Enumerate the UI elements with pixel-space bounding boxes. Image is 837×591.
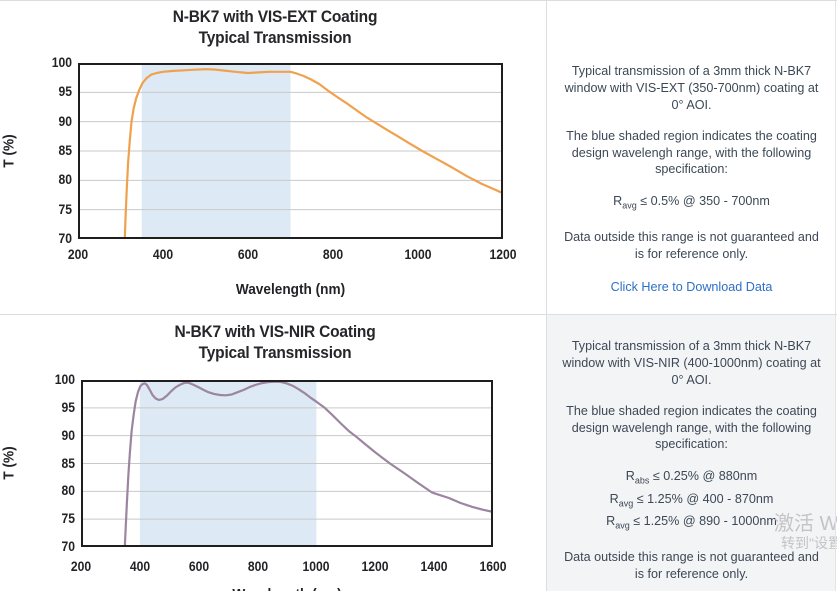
transmission-plot-vis-ext [78,63,503,239]
download-data-link[interactable]: Click Here to Download Data [610,279,773,294]
transmission-curve [123,380,493,547]
disclaimer-text: Data outside this range is not guarantee… [564,549,819,581]
y-tick-label: 70 [58,231,72,246]
y-tick-label: 80 [61,483,75,499]
x-tick-label: 400 [129,559,150,574]
y-tick-label: 90 [61,427,75,443]
x-tick-label: 1200 [489,247,517,262]
x-tick-label: 1600 [479,559,507,574]
x-tick-label: 1000 [302,559,330,574]
spec-line: Ravg ≤ 1.25% @ 400 - 870nm [609,491,774,509]
x-tick-label: 1400 [420,559,448,574]
y-tick-label: 75 [61,511,75,527]
chart-title-line2: Typical Transmission [198,29,352,47]
y-tick-label: 95 [58,84,72,100]
y-tick-label: 100 [51,55,72,70]
x-tick-label: 800 [322,247,344,262]
x-tick-label: 800 [247,559,268,574]
disclaimer-text: Data outside this range is not guarantee… [564,229,819,261]
x-tick-label: 600 [237,247,259,262]
x-tick-label: 200 [67,247,89,262]
y-axis-label: T (%) [1,446,18,480]
chart-title: N-BK7 with VIS-EXT Coating Typical Trans… [45,7,506,49]
description-text: Typical transmission of a 3mm thick N-BK… [564,64,819,112]
right-edge-divider [835,1,836,591]
y-axis-label: T (%) [1,134,18,168]
y-tick-label: 70 [61,539,75,554]
spec-list: Rabs ≤ 0.25% @ 880nm Ravg ≤ 1.25% @ 400 -… [561,467,822,535]
plot-border [78,63,503,239]
plot-svg [81,380,493,547]
info-panel-vis-nir: Typical transmission of a 3mm thick N-BK… [547,315,836,591]
plot-svg [78,63,503,239]
shaded-region-note: The blue shaded region indicates the coa… [566,128,817,177]
spec-list: Ravg ≤ 0.5% @ 350 - 700nm [561,192,822,215]
chart-title: N-BK7 with VIS-NIR Coating Typical Trans… [45,322,506,364]
x-axis-label: Wavelength (nm) [93,587,480,591]
shaded-region-note: The blue shaded region indicates the coa… [566,403,817,452]
x-tick-label: 200 [70,559,92,574]
spec-line: Ravg ≤ 1.25% @ 890 - 1000nm [606,514,777,531]
plot-border [81,380,493,547]
y-tick-label: 90 [58,113,72,129]
spec-line: Rabs ≤ 0.25% @ 880nm [625,469,758,486]
chart-title-line2: Typical Transmission [198,344,352,362]
y-tick-label: 80 [58,172,72,188]
description-text: Typical transmission of a 3mm thick N-BK… [562,339,821,387]
chart-panel-vis-ext: N-BK7 with VIS-EXT Coating Typical Trans… [0,1,546,314]
y-tick-label: 100 [54,372,75,387]
x-tick-label: 400 [152,247,174,262]
x-tick-label: 600 [188,559,209,574]
chart-title-line1: N-BK7 with VIS-NIR Coating [174,323,376,341]
x-axis-label: Wavelength (nm) [235,282,346,298]
spec-line: Ravg ≤ 0.5% @ 350 - 700nm [613,194,770,211]
info-panel-vis-ext: Typical transmission of a 3mm thick N-BK… [547,1,836,314]
x-tick-label: 1000 [404,247,432,262]
transmission-curve [123,68,503,239]
row-divider [0,314,837,315]
chart-panel-vis-nir: N-BK7 with VIS-NIR Coating Typical Trans… [0,315,546,591]
chart-title-line1: N-BK7 with VIS-EXT Coating [172,8,378,26]
y-tick-label: 85 [61,455,75,471]
y-tick-label: 85 [58,143,72,158]
vertical-divider [546,1,547,591]
y-tick-label: 95 [61,399,75,415]
y-tick-label: 75 [58,201,72,217]
transmission-plot-vis-nir [81,380,493,547]
x-tick-label: 1200 [361,559,389,574]
